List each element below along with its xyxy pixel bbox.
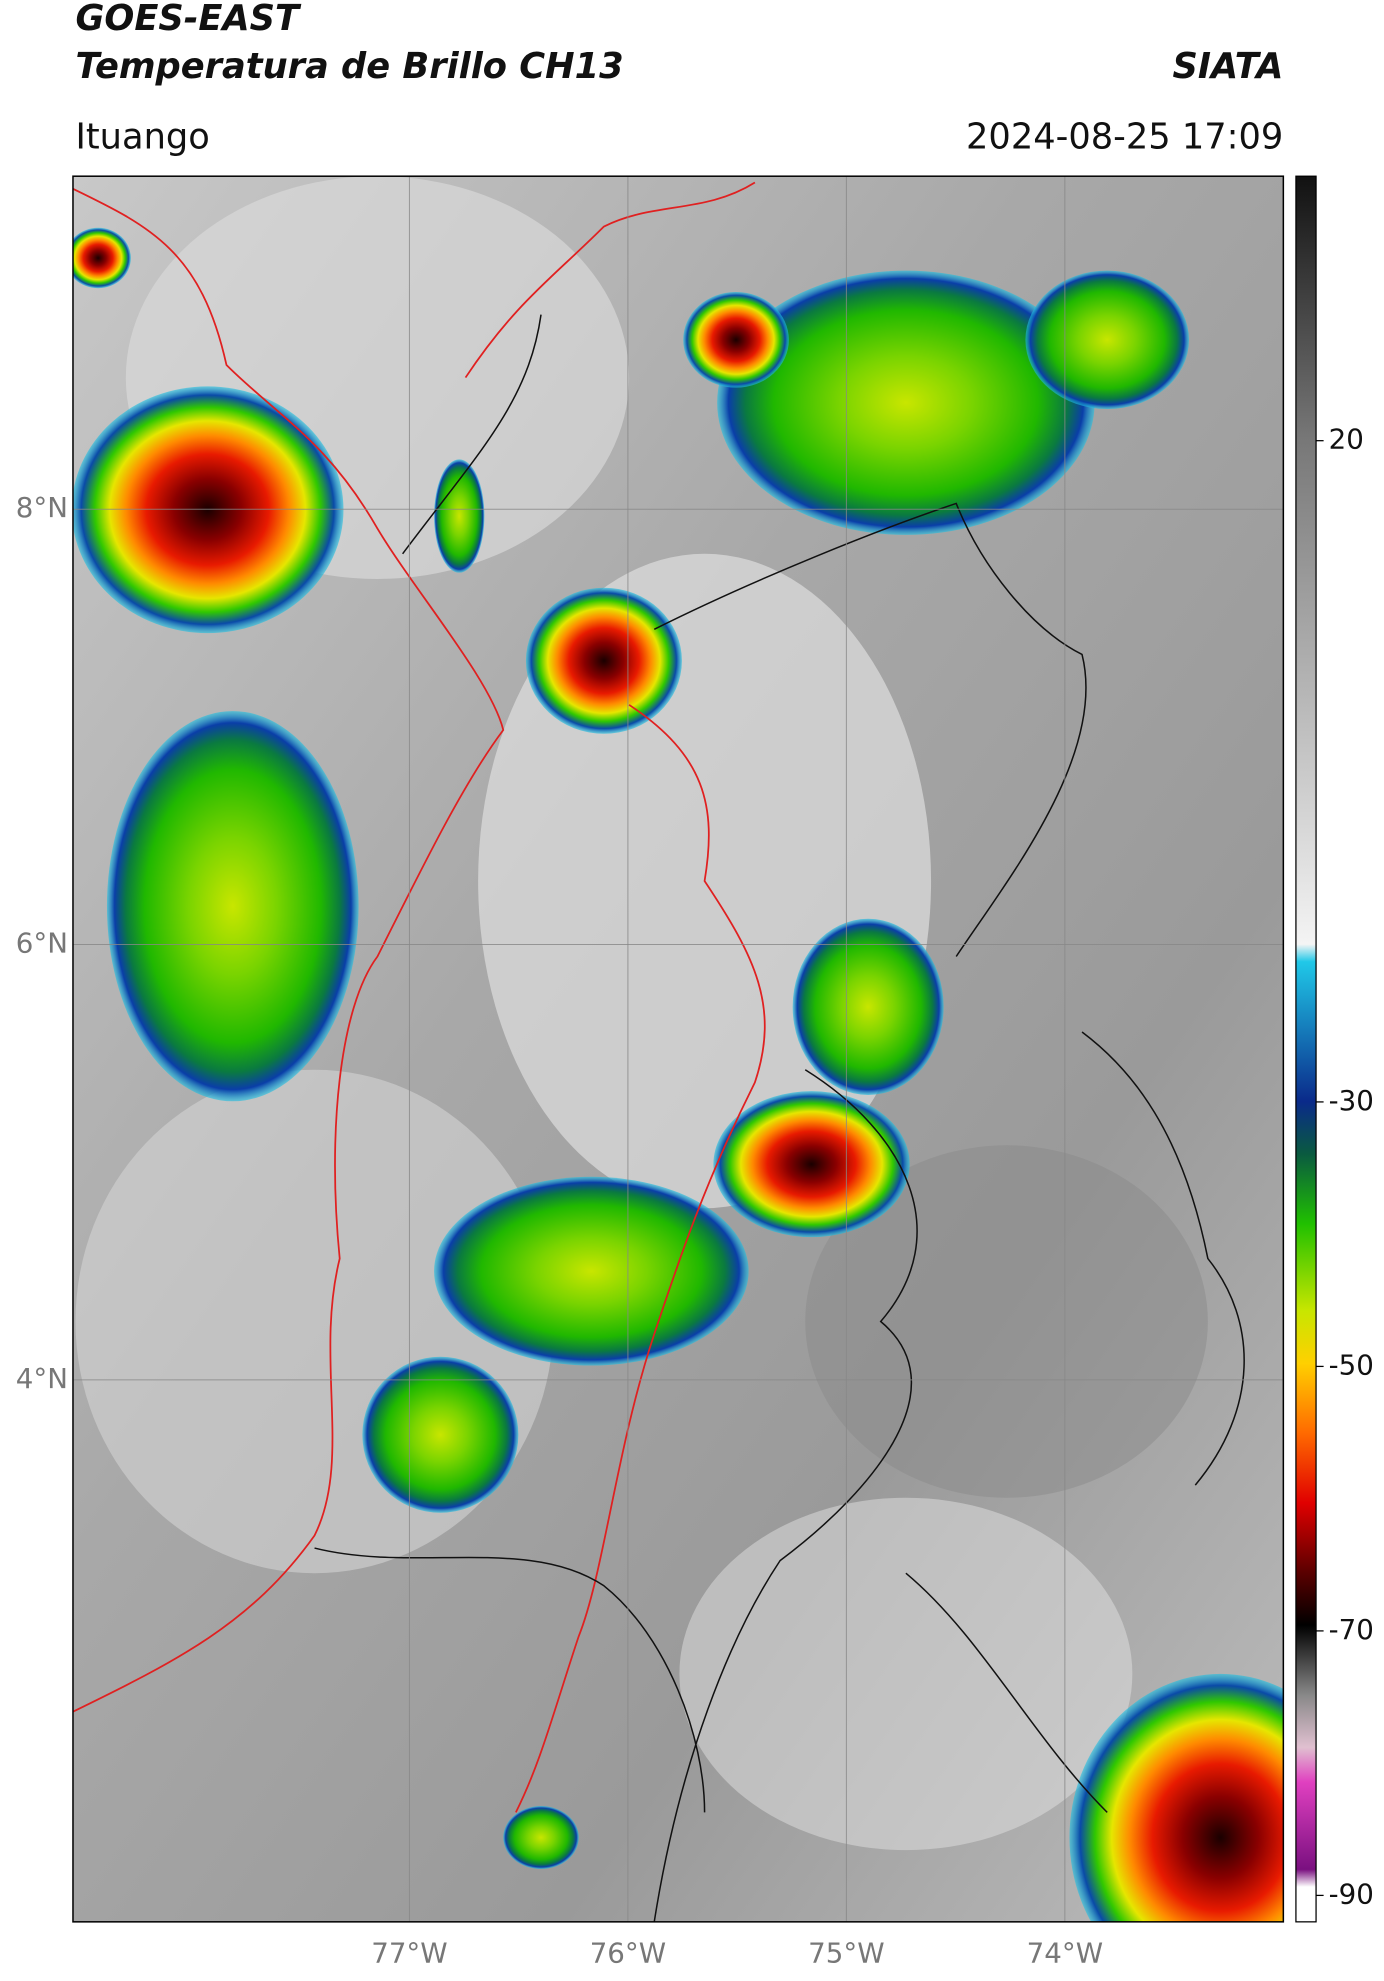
colorbar bbox=[1295, 175, 1317, 1923]
title: GOES-EAST bbox=[75, 0, 302, 39]
storm bbox=[713, 1091, 910, 1238]
storm bbox=[792, 918, 944, 1095]
cloud bbox=[679, 1497, 1133, 1851]
storm bbox=[683, 291, 789, 388]
x-tick-label: 74°W bbox=[1027, 1937, 1103, 1970]
storm bbox=[72, 227, 131, 289]
storm bbox=[362, 1356, 519, 1513]
y-tick-label: 8°N bbox=[16, 491, 68, 524]
map-image bbox=[72, 176, 1284, 1922]
datetime: 2024-08-25 17:09 bbox=[966, 117, 1283, 158]
map-frame bbox=[72, 175, 1285, 1923]
admin-border bbox=[314, 314, 1245, 1922]
y-tick-label: 6°N bbox=[16, 927, 68, 960]
storm bbox=[1069, 1673, 1284, 1922]
storm bbox=[503, 1806, 579, 1869]
colorbar-tick-label: -30 bbox=[1329, 1084, 1374, 1117]
subtitle: Temperatura de Brillo CH13 bbox=[75, 46, 623, 87]
cloud bbox=[805, 1145, 1208, 1498]
x-tick-label: 75°W bbox=[808, 1937, 884, 1970]
location: Ituango bbox=[75, 117, 209, 158]
colorbar-tick-label: -90 bbox=[1329, 1877, 1374, 1910]
storm bbox=[434, 1176, 749, 1366]
x-tick-label: 77°W bbox=[371, 1937, 447, 1970]
colorbar-tick-label: -50 bbox=[1329, 1348, 1374, 1381]
grid bbox=[72, 176, 1284, 1922]
admin-border bbox=[72, 181, 766, 1813]
storm bbox=[1025, 270, 1189, 410]
colorbar-tick-label: 20 bbox=[1329, 423, 1364, 456]
colorbar-tick-label: -70 bbox=[1329, 1613, 1374, 1646]
storm bbox=[717, 270, 1095, 535]
x-tick-label: 76°W bbox=[590, 1937, 666, 1970]
storm bbox=[106, 711, 359, 1102]
storm bbox=[434, 459, 485, 573]
storm bbox=[525, 587, 682, 734]
org: SIATA bbox=[1172, 46, 1283, 87]
y-tick-label: 4°N bbox=[16, 1362, 68, 1395]
